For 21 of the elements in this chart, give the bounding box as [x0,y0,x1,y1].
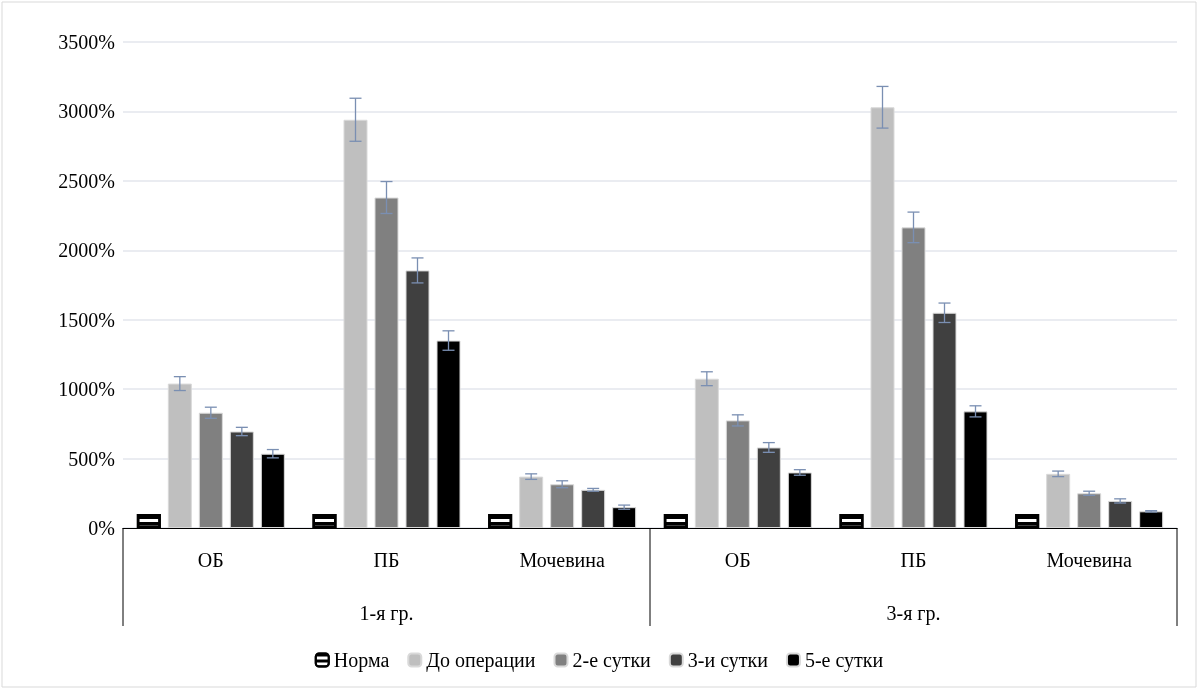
legend-label: 2-е сутки [572,649,652,672]
legend-label: До операции [426,649,536,672]
text: 3-я гр. [886,602,941,625]
y-tick-label: 3000% [58,100,115,123]
x-tick-label: Мочевина [519,549,605,571]
y-tick-label: 500% [68,447,115,470]
x-tick-label: ОБ [724,549,751,571]
legend-label: Норма [333,649,390,672]
text: 1-я гр. [359,602,414,625]
legend-label: 5-е сутки [804,649,884,672]
y-tick-label: 1000% [58,378,115,401]
y-tick-label: 2500% [58,169,115,192]
y-tick-label: 2000% [58,239,115,262]
x-tick-label: ПБ [373,549,400,571]
x-tick-label: ОБ [197,549,224,571]
y-tick-label: 0% [88,517,115,539]
legend-label: 3-и сутки [687,649,769,672]
x-tick-label: ПБ [900,549,927,571]
y-tick-label: 1500% [58,308,115,331]
x-tick-label: Мочевина [1046,549,1132,571]
y-tick-label: 3500% [58,31,115,53]
